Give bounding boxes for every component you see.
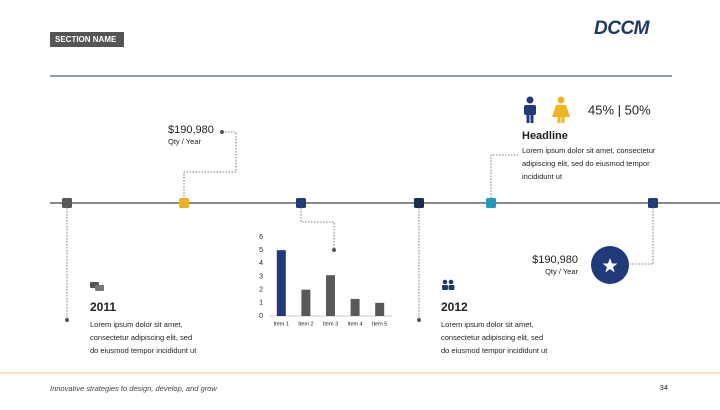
timeline-node xyxy=(296,198,306,208)
bar xyxy=(375,302,385,316)
connector-dot xyxy=(65,318,69,322)
bar-chart: 0 1 2 3 4 5 6 Item 1 Item 2 Item 3 Item 4 Item 5 xyxy=(259,234,392,327)
y-tick-label: 2 xyxy=(259,287,263,294)
logo: DCCM xyxy=(594,18,651,39)
body-line: do eiusmod tempor incididunt ut xyxy=(90,346,197,355)
body-line: consectetur adipiscing elit, sed xyxy=(441,333,543,342)
body-line: Lorem ipsum dolor sit amet, xyxy=(90,320,183,329)
y-tick-label: 0 xyxy=(259,313,263,320)
people-icon xyxy=(442,279,455,290)
y-tick-label: 6 xyxy=(259,234,263,241)
body-line: incididunt ut xyxy=(522,172,563,181)
x-tick-label: Item 4 xyxy=(347,321,362,327)
amount: $190,980 xyxy=(168,124,214,136)
x-tick-label: Item 3 xyxy=(323,321,338,327)
body-line: Lorem ipsum dolor sit amet, xyxy=(441,320,534,329)
timeline-node xyxy=(179,198,189,208)
timeline-node xyxy=(414,198,424,208)
body-line: Lorem ipsum dolor sit amet, consectetur xyxy=(522,146,656,155)
amount: $190,980 xyxy=(532,254,578,266)
body-line: consectetur adipiscing elit, sed xyxy=(90,333,192,342)
timeline-node xyxy=(486,198,496,208)
bar xyxy=(301,289,311,316)
body-line: do eiusmod tempor incididunt ut xyxy=(441,346,548,355)
x-tick-label: Item 2 xyxy=(298,321,313,327)
timeline-node xyxy=(648,198,658,208)
connector-dot xyxy=(417,318,421,322)
headline: Headline xyxy=(522,130,568,142)
section-name: SECTION NAME xyxy=(55,35,117,44)
woman-icon xyxy=(552,96,570,123)
bar xyxy=(350,298,360,316)
body-line: adipiscing elit, sed do eiusmod tempor xyxy=(522,159,650,168)
x-tick-label: Item 5 xyxy=(372,321,387,327)
connector xyxy=(630,208,654,265)
timeline-node xyxy=(62,198,72,208)
bar xyxy=(326,275,335,316)
unit: Qty / Year xyxy=(545,267,578,276)
page-number: 34 xyxy=(660,383,668,392)
chat-icon xyxy=(90,282,104,291)
year: 2012 xyxy=(441,300,468,314)
man-icon xyxy=(524,96,536,123)
y-tick-label: 1 xyxy=(259,300,263,307)
x-tick-label: Item 1 xyxy=(274,321,289,327)
bar xyxy=(276,250,286,316)
unit: Qty / Year xyxy=(168,137,201,146)
connector xyxy=(490,154,518,198)
star-icon xyxy=(602,258,618,273)
ratio: 45% | 50% xyxy=(588,102,651,117)
year: 2011 xyxy=(90,300,116,314)
connector-dot xyxy=(332,248,336,252)
tagline: Innovative strategies to design, develop… xyxy=(50,384,217,393)
connector-dot xyxy=(220,130,224,134)
connector xyxy=(183,131,237,198)
y-tick-label: 4 xyxy=(259,260,263,267)
section-tag xyxy=(50,32,124,47)
y-tick-label: 5 xyxy=(259,247,263,254)
y-tick-label: 3 xyxy=(259,273,263,280)
connector xyxy=(300,208,335,250)
